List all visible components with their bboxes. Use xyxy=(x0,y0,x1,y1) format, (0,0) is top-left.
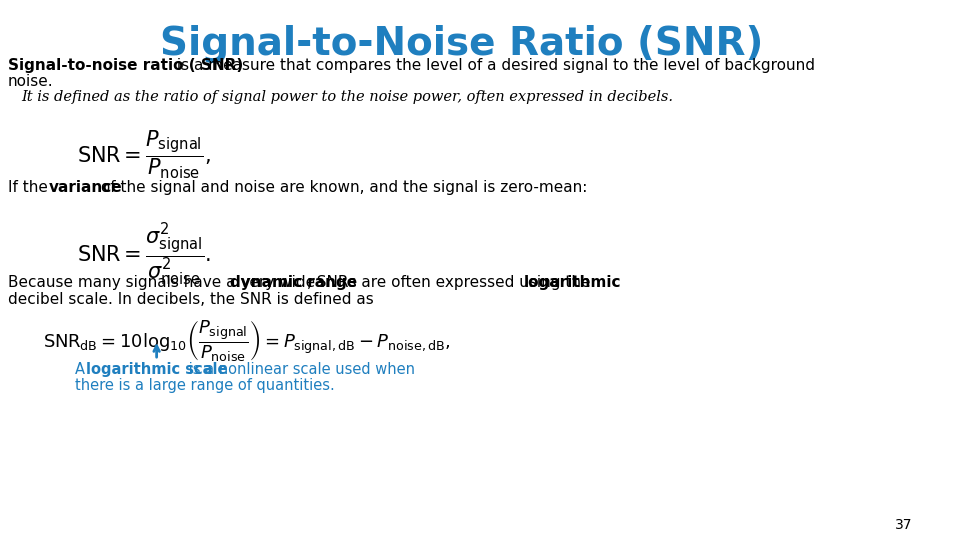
Text: $\mathrm{SNR} = \dfrac{P_{\mathrm{signal}}}{P_{\mathrm{noise}}},$: $\mathrm{SNR} = \dfrac{P_{\mathrm{signal… xyxy=(77,128,211,180)
Text: logarithmic: logarithmic xyxy=(523,275,621,290)
Text: , SNRs are often expressed using the: , SNRs are often expressed using the xyxy=(306,275,595,290)
Text: 37: 37 xyxy=(896,518,913,532)
Text: It is defined as the ratio of signal power to the noise power, often expressed i: It is defined as the ratio of signal pow… xyxy=(21,90,673,104)
Text: $\mathrm{SNR}_{\mathrm{dB}} = 10\log_{10}\!\left(\dfrac{P_{\mathrm{signal}}}{P_{: $\mathrm{SNR}_{\mathrm{dB}} = 10\log_{10… xyxy=(43,318,451,363)
Text: Signal-to-noise ratio ( SNR): Signal-to-noise ratio ( SNR) xyxy=(8,58,243,73)
Text: variance: variance xyxy=(49,180,122,195)
Text: is a nonlinear scale used when: is a nonlinear scale used when xyxy=(184,362,416,377)
Text: A: A xyxy=(75,362,89,377)
Text: logarithmic scale: logarithmic scale xyxy=(86,362,228,377)
Text: dynamic range: dynamic range xyxy=(230,275,357,290)
Text: noise.: noise. xyxy=(8,74,54,89)
Text: of the signal and noise are known, and the signal is zero-mean:: of the signal and noise are known, and t… xyxy=(96,180,587,195)
Text: Because many signals have a very wide: Because many signals have a very wide xyxy=(8,275,320,290)
Text: decibel scale. In decibels, the SNR is defined as: decibel scale. In decibels, the SNR is d… xyxy=(8,292,373,307)
Text: $\mathrm{SNR} = \dfrac{\sigma^2_{\mathrm{signal}}}{\sigma^2_{\mathrm{noise}}}.$: $\mathrm{SNR} = \dfrac{\sigma^2_{\mathrm… xyxy=(77,222,211,288)
Text: is a measure that compares the level of a desired signal to the level of backgro: is a measure that compares the level of … xyxy=(172,58,815,73)
Text: If the: If the xyxy=(8,180,53,195)
Text: Signal-to-Noise Ratio (SNR): Signal-to-Noise Ratio (SNR) xyxy=(159,25,763,63)
Text: there is a large range of quantities.: there is a large range of quantities. xyxy=(75,378,335,393)
